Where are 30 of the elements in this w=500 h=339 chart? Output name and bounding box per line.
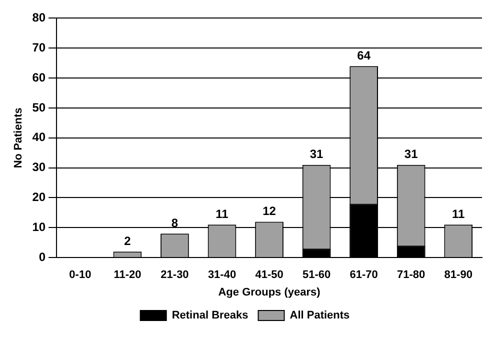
y-tick-label: 20 [32,190,46,204]
x-tick-label: 11-20 [114,269,142,282]
x-tick-label: 81-90 [444,269,472,282]
data-label: 8 [171,216,178,230]
y-tick-label: 60 [32,70,46,84]
x-tick-label: 61-70 [350,269,378,282]
x-tick-label: 51-60 [302,269,331,282]
y-tick-label: 50 [32,100,46,114]
data-label: 2 [124,234,132,248]
legend-label: All Patients [290,310,350,322]
y-axis-title: No Patients [12,108,25,168]
y-tick-label: 70 [32,40,46,54]
y-tick-label: 0 [38,250,46,264]
y-tick-label: 10 [32,220,46,234]
data-label: 31 [404,147,418,162]
x-tick-label: 41-50 [255,269,284,282]
x-tick-label: 0-10 [69,269,92,282]
data-label: 31 [310,147,324,162]
data-label: 64 [357,48,371,62]
x-tick-label: 71-80 [397,269,426,282]
data-label: 11 [216,206,229,221]
legend-label: Retinal Breaks [172,310,248,322]
y-tick-label: 40 [32,130,46,144]
x-tick-label: 21-30 [160,269,189,282]
x-tick-label: 31-40 [208,269,236,282]
x-axis-title: Age Groups (years) [218,286,321,298]
y-tick-label: 80 [32,10,46,25]
data-label: 11 [452,206,466,221]
data-label: 12 [262,204,276,218]
y-tick-label: 30 [32,160,46,174]
